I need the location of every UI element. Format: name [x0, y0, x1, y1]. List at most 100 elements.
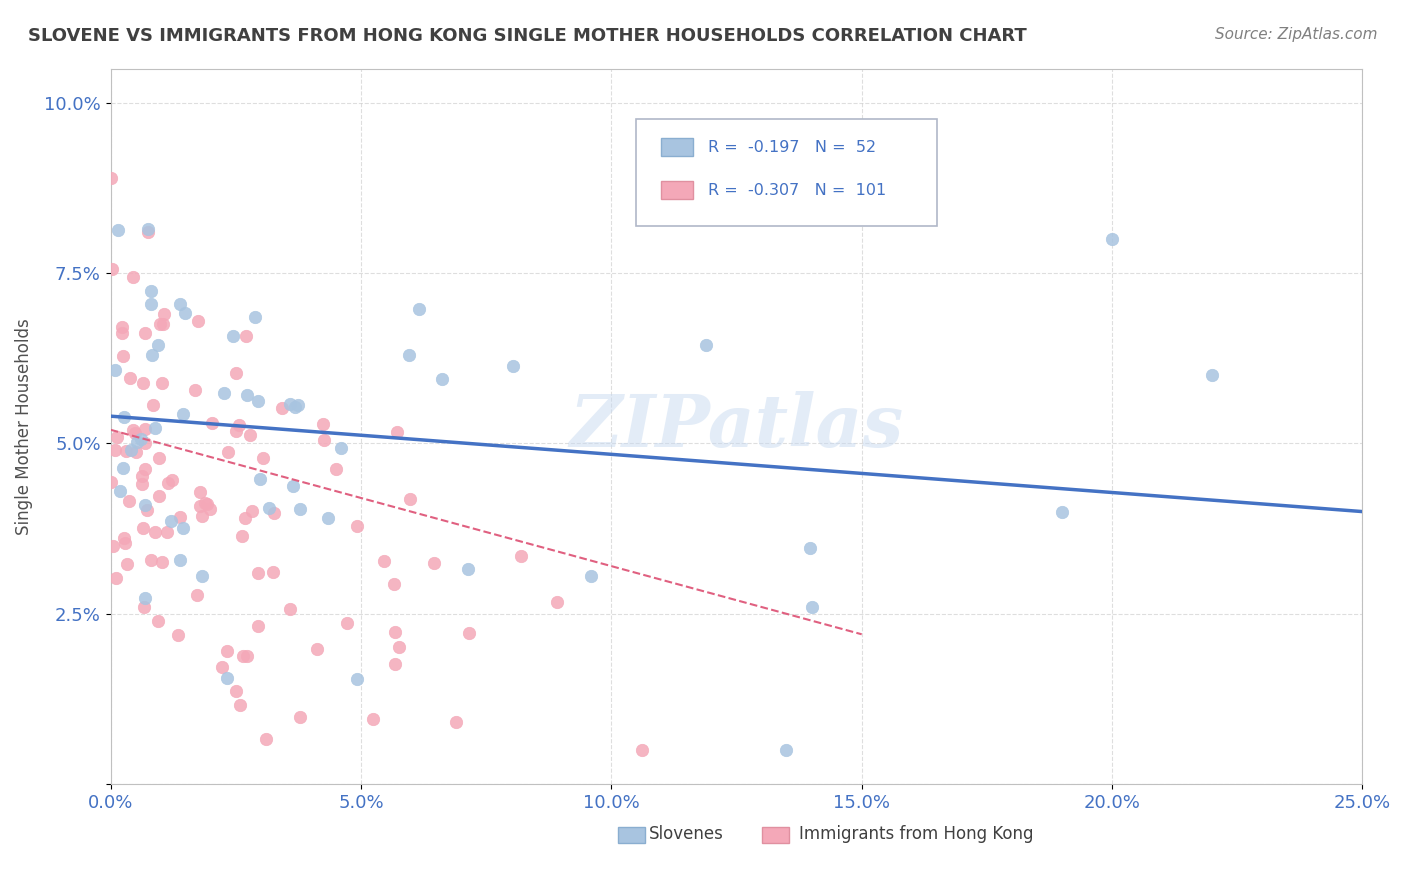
Text: R =  -0.307   N =  101: R = -0.307 N = 101	[707, 183, 886, 198]
Point	[104, 363, 127, 377]
Point	[125, 434, 148, 449]
FancyBboxPatch shape	[661, 181, 693, 199]
Point	[278, 602, 301, 616]
Point	[240, 504, 263, 518]
Point	[112, 409, 135, 424]
Point	[233, 511, 256, 525]
Point	[444, 714, 467, 729]
Point	[141, 297, 163, 311]
Point	[430, 372, 453, 386]
Text: Slovenes: Slovenes	[650, 825, 724, 843]
Point	[121, 269, 143, 284]
Point	[246, 619, 269, 633]
Point	[215, 671, 238, 685]
Point	[346, 518, 368, 533]
Point	[172, 407, 194, 421]
Point	[373, 554, 395, 568]
Text: SLOVENE VS IMMIGRANTS FROM HONG KONG SINGLE MOTHER HOUSEHOLDS CORRELATION CHART: SLOVENE VS IMMIGRANTS FROM HONG KONG SIN…	[28, 27, 1026, 45]
Point	[235, 329, 257, 343]
Point	[186, 588, 208, 602]
Text: Source: ZipAtlas.com: Source: ZipAtlas.com	[1215, 27, 1378, 42]
Point	[134, 326, 156, 340]
Point	[225, 683, 247, 698]
Point	[134, 591, 156, 605]
Point	[502, 359, 524, 373]
Point	[1101, 232, 1123, 246]
Point	[382, 577, 405, 591]
Point	[167, 628, 190, 642]
FancyBboxPatch shape	[661, 138, 693, 156]
Point	[249, 472, 271, 486]
Text: ZIPatlas: ZIPatlas	[569, 391, 904, 462]
Point	[581, 569, 603, 583]
Point	[169, 297, 191, 311]
Point	[336, 616, 359, 631]
Point	[156, 524, 179, 539]
Point	[799, 541, 821, 555]
Point	[330, 441, 353, 455]
Point	[108, 483, 131, 498]
Point	[134, 436, 156, 450]
Point	[156, 476, 179, 491]
Point	[458, 625, 481, 640]
Point	[191, 508, 214, 523]
Point	[398, 348, 420, 362]
Point	[198, 502, 221, 516]
Point	[135, 503, 157, 517]
Point	[271, 401, 294, 415]
Point	[148, 489, 170, 503]
Point	[190, 499, 212, 513]
Point	[217, 644, 239, 658]
Point	[134, 599, 156, 614]
Point	[153, 307, 176, 321]
Point	[172, 521, 194, 535]
Point	[316, 510, 339, 524]
Point	[100, 262, 122, 277]
Point	[160, 473, 183, 487]
Point	[125, 445, 148, 459]
Point	[194, 496, 217, 510]
FancyBboxPatch shape	[762, 827, 789, 843]
Point	[150, 376, 173, 390]
Point	[283, 478, 305, 492]
Point	[225, 424, 247, 438]
Point	[212, 386, 235, 401]
Point	[384, 625, 406, 640]
Point	[121, 423, 143, 437]
Point	[112, 532, 135, 546]
Point	[152, 555, 174, 569]
Point	[262, 566, 284, 580]
Point	[236, 649, 259, 664]
Point	[510, 549, 533, 564]
Point	[104, 442, 127, 457]
Point	[191, 568, 214, 582]
Point	[114, 536, 136, 550]
Point	[231, 529, 253, 543]
Point	[169, 553, 191, 567]
Point	[256, 732, 278, 747]
Point	[201, 416, 224, 430]
Point	[325, 462, 347, 476]
Point	[136, 221, 159, 235]
Point	[114, 444, 136, 458]
Y-axis label: Single Mother Households: Single Mother Households	[15, 318, 32, 535]
Point	[211, 659, 233, 673]
Point	[246, 566, 269, 581]
Point	[104, 570, 127, 584]
Point	[187, 313, 209, 327]
Point	[124, 425, 146, 440]
Point	[111, 349, 134, 363]
Point	[398, 491, 420, 506]
Point	[159, 515, 181, 529]
Point	[284, 400, 307, 414]
Point	[107, 222, 129, 236]
Point	[100, 475, 122, 489]
Point	[131, 469, 153, 483]
Point	[263, 506, 285, 520]
Point	[457, 562, 479, 576]
Point	[131, 476, 153, 491]
Point	[631, 743, 654, 757]
Point	[695, 338, 717, 352]
Point	[236, 388, 259, 402]
Point	[111, 319, 134, 334]
